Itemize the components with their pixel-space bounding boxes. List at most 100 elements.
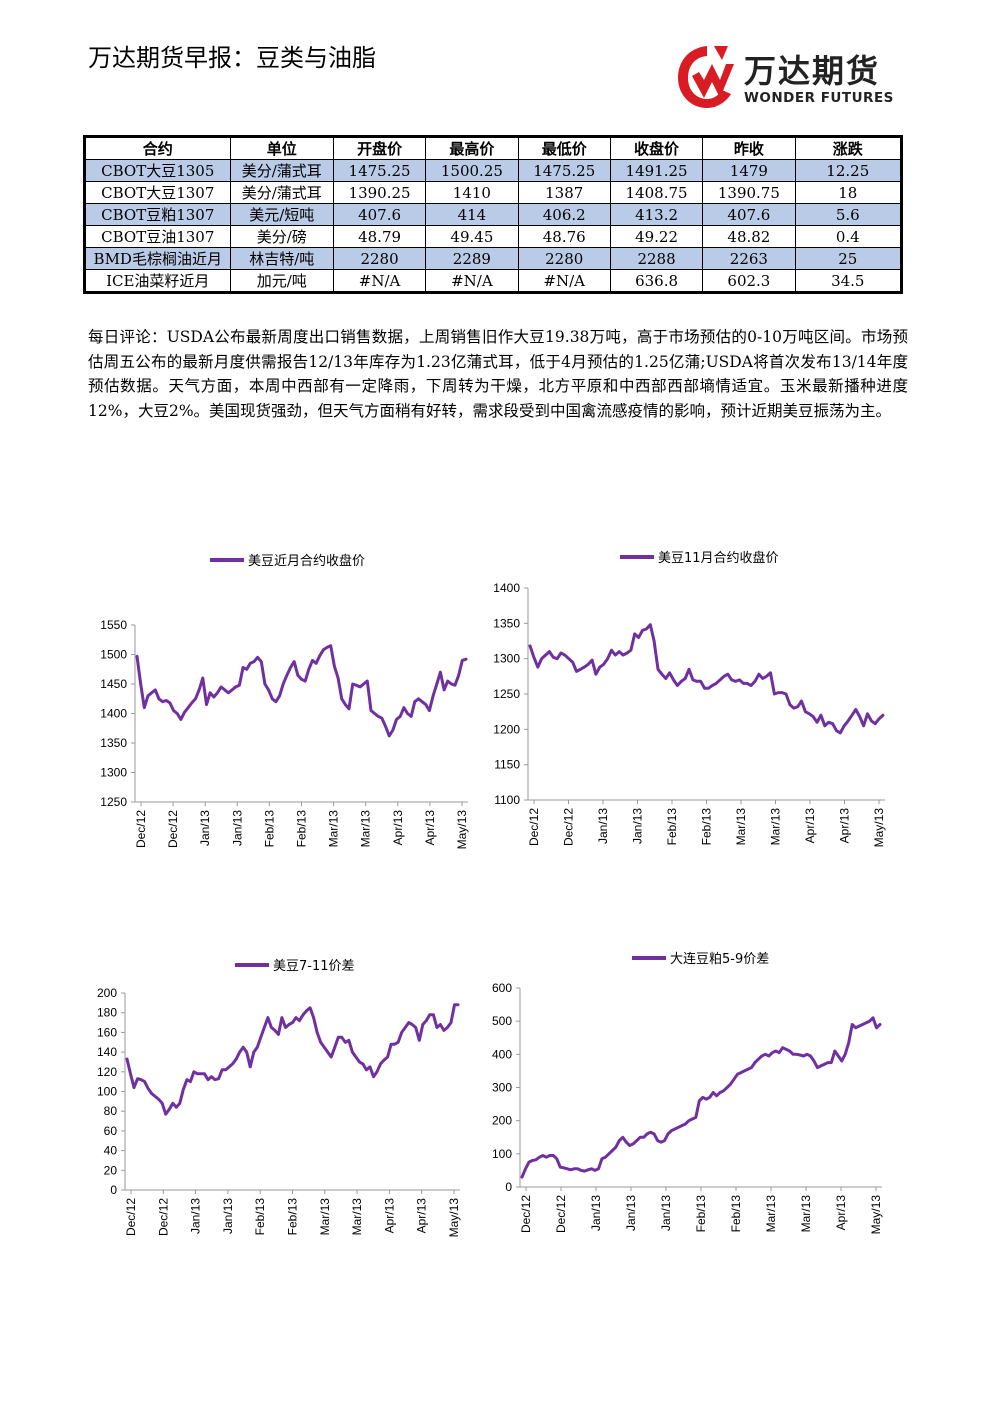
y-tick-label: 80: [104, 1104, 118, 1118]
chart-soybean-front-month: 美豆近月合约收盘价 1250 1300 1350 1400 1450 1500 1550 Dec…: [80, 540, 480, 870]
x-tick-label: Mar/13: [350, 1198, 364, 1236]
price-table: 合约 单位 开盘价 最高价 最低价 收盘价 昨收 涨跌 CBOT大豆1305 美…: [83, 135, 903, 294]
x-tick-label: May/13: [455, 810, 469, 850]
chart-svg: 美豆7-11价差 0 20 40 60 80 100 120 140 160 180 200 Dec/1…: [97, 959, 461, 1237]
chart-soybean-7-11-spread: 美豆7-11价差 0 20 40 60 80 100 120 140 160 180 200 Dec/1…: [75, 945, 475, 1255]
x-tick-label: Feb/13: [262, 810, 276, 848]
table-cell: 602.3: [702, 269, 796, 293]
daily-comment: 每日评论：USDA公布最新周度出口销售数据，上周销售旧作大豆19.38万吨，高于…: [88, 328, 908, 420]
chart-legend: 美豆近月合约收盘价: [210, 553, 365, 569]
logo-chinese-text: 万达期货: [744, 52, 881, 90]
table-cell: 49.45: [425, 225, 519, 248]
x-tick-label: Jan/13: [624, 1195, 638, 1231]
x-tick-label: Feb/13: [665, 808, 679, 846]
table-header-row: 合约 单位 开盘价 最高价 最低价 收盘价 昨收 涨跌: [84, 136, 903, 160]
x-tick-label: May/13: [872, 808, 886, 848]
x-tick-label: Mar/13: [764, 1195, 778, 1233]
table-cell: 1390.25: [332, 181, 427, 204]
table-cell: #N/A: [332, 269, 427, 293]
table-cell: BMD毛棕榈油近月: [84, 247, 231, 270]
x-tick-label: Feb/13: [286, 1198, 300, 1236]
x-tick-label: Feb/13: [253, 1198, 267, 1236]
y-tick-label: 1500: [100, 648, 127, 662]
y-tick-label: 200: [492, 1114, 512, 1128]
table-cell: 1387: [517, 181, 611, 204]
x-tick-label: Dec/12: [554, 1195, 568, 1233]
x-tick-label: Dec/12: [519, 1195, 533, 1233]
table-cell: 加元/吨: [229, 269, 334, 293]
table-cell: 美元/短吨: [229, 203, 334, 226]
table-cell: 1390.75: [702, 181, 796, 204]
column-header: 单位: [229, 136, 334, 160]
table-cell: CBOT大豆1307: [84, 181, 231, 204]
x-tick-label: Jan/13: [589, 1195, 603, 1231]
table-cell: 2288: [609, 247, 704, 270]
table-cell: 48.79: [332, 225, 427, 248]
column-header: 最低价: [517, 136, 611, 160]
table-row: CBOT豆粕1307 美元/短吨 407.6 414 406.2 413.2 4…: [84, 203, 903, 226]
y-tick-label: 600: [492, 981, 512, 995]
y-tick-label: 1400: [100, 707, 127, 721]
y-tick-label: 1150: [494, 758, 520, 772]
y-tick-label: 1300: [100, 766, 127, 780]
y-tick-label: 20: [104, 1163, 118, 1177]
y-tick-label: 120: [97, 1065, 117, 1079]
table-cell: 414: [425, 203, 519, 226]
table-row: CBOT大豆1305 美分/蒲式耳 1475.25 1500.25 1475.2…: [84, 159, 903, 182]
x-tick-label: May/13: [869, 1195, 883, 1235]
y-tick-label: 100: [97, 1085, 117, 1099]
chart-legend: 美豆7-11价差: [235, 959, 355, 974]
x-tick-label: Jan/13: [659, 1195, 673, 1231]
series-line: [125, 1003, 460, 1116]
series-line: [135, 644, 468, 738]
x-tick-label: Dec/12: [156, 1198, 170, 1236]
y-tick-label: 0: [505, 1180, 512, 1194]
y-tick-label: 180: [97, 1006, 117, 1020]
table-cell: CBOT大豆1305: [84, 159, 231, 182]
x-tick-label: Jan/13: [230, 810, 244, 846]
wonder-logo-icon: [678, 46, 734, 108]
table-cell: #N/A: [425, 269, 519, 293]
legend-label: 大连豆粕5-9价差: [670, 951, 769, 967]
x-tick-label: Dec/12: [124, 1198, 138, 1236]
x-tick-label: Jan/13: [631, 808, 645, 844]
column-header: 收盘价: [609, 136, 704, 160]
table-row: CBOT大豆1307 美分/蒲式耳 1390.25 1410 1387 1408…: [84, 181, 903, 204]
logo-english-text: WONDER FUTURES: [744, 90, 894, 106]
table-cell: 1500.25: [425, 159, 519, 182]
x-tick-label: Apr/13: [423, 810, 437, 846]
table-cell: 49.22: [609, 225, 704, 248]
x-tick-label: Apr/13: [382, 1198, 396, 1234]
x-tick-label: Apr/13: [834, 1195, 848, 1231]
company-logo: 万达期货 WONDER FUTURES: [674, 42, 904, 112]
legend-label: 美豆近月合约收盘价: [248, 553, 365, 569]
table-cell: 1475.25: [332, 159, 427, 182]
x-tick-label: Dec/12: [134, 810, 148, 848]
x-tick-label: Jan/13: [198, 810, 212, 846]
table-row: ICE油菜籽近月 加元/吨 #N/A #N/A #N/A 636.8 602.3…: [84, 269, 903, 293]
y-tick-label: 400: [492, 1047, 512, 1061]
y-tick-label: 200: [97, 986, 117, 1000]
table-cell: 5.6: [794, 203, 903, 226]
table-cell: 2289: [425, 247, 519, 270]
legend-label: 美豆11月合约收盘价: [658, 550, 779, 566]
table-cell: 48.76: [517, 225, 611, 248]
x-tick-label: Mar/13: [769, 808, 783, 846]
x-tick-label: Mar/13: [359, 810, 373, 848]
x-tick-label: Feb/13: [694, 1195, 708, 1233]
table-cell: #N/A: [517, 269, 611, 293]
y-tick-label: 1300: [493, 652, 520, 666]
table-cell: 1475.25: [517, 159, 611, 182]
column-header: 合约: [84, 136, 231, 160]
x-tick-label: Apr/13: [803, 808, 817, 844]
chart-soybean-nov: 美豆11月合约收盘价 1100 1150 1200 1250 1300 1350 1400 De…: [475, 538, 895, 868]
table-cell: 2280: [332, 247, 427, 270]
legend-label: 美豆7-11价差: [273, 959, 355, 974]
y-tick-label: 160: [97, 1025, 117, 1039]
y-tick-label: 1250: [100, 795, 127, 809]
table-cell: 413.2: [609, 203, 704, 226]
table-cell: 美分/蒲式耳: [229, 181, 334, 204]
chart-dalian-meal-5-9-spread: 大连豆粕5-9价差 0 100 200 300 400 500 600 Dec/12 Dec/12…: [470, 940, 890, 1250]
table-cell: 1408.75: [609, 181, 704, 204]
table-cell: 34.5: [794, 269, 903, 293]
